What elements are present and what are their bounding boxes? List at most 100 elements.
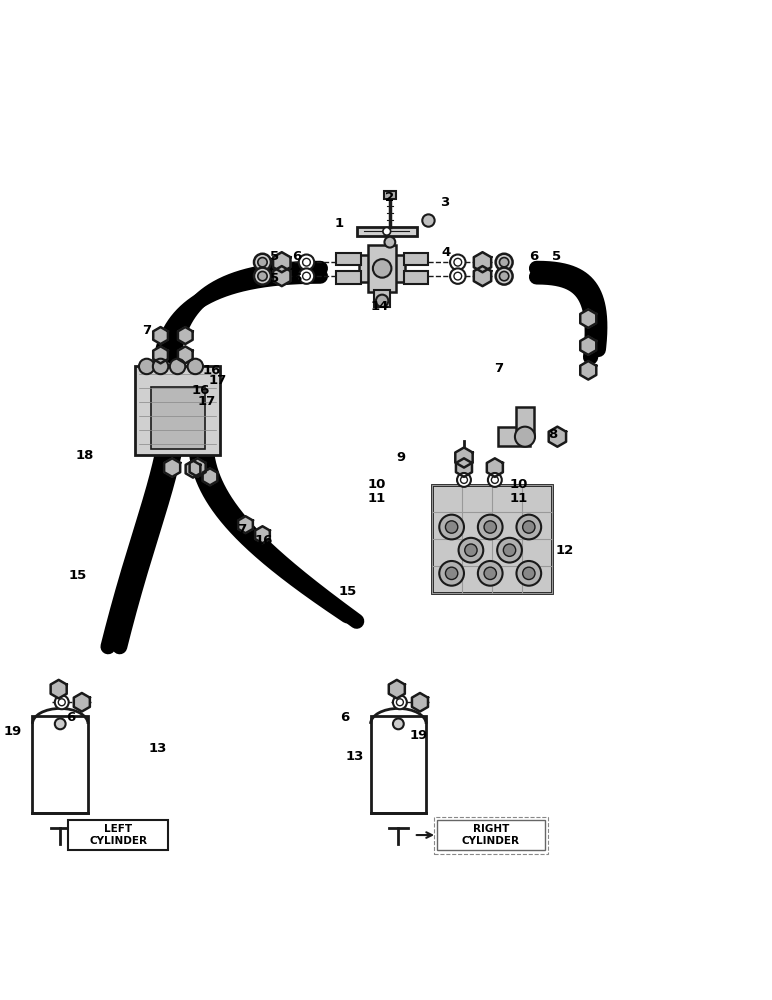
Text: 12: 12	[556, 544, 574, 557]
Circle shape	[492, 476, 499, 483]
Text: 10: 10	[367, 478, 386, 491]
Circle shape	[393, 695, 407, 709]
Text: 17: 17	[230, 523, 249, 536]
Polygon shape	[456, 458, 472, 477]
Text: 5: 5	[552, 272, 561, 285]
Text: 6: 6	[529, 272, 538, 285]
Bar	[432, 485, 552, 593]
Polygon shape	[255, 526, 270, 543]
Circle shape	[397, 699, 404, 706]
Circle shape	[393, 718, 404, 729]
Text: 2: 2	[385, 191, 394, 204]
Bar	[404, 253, 428, 265]
Text: 15: 15	[338, 585, 357, 598]
Polygon shape	[51, 680, 66, 698]
Circle shape	[515, 427, 535, 447]
Text: 17: 17	[208, 374, 227, 387]
Polygon shape	[487, 458, 503, 477]
Circle shape	[383, 227, 391, 235]
Circle shape	[376, 295, 388, 307]
Polygon shape	[389, 680, 405, 698]
Bar	[374, 290, 390, 307]
Text: 1: 1	[334, 217, 344, 230]
Polygon shape	[153, 346, 168, 363]
Circle shape	[384, 237, 395, 248]
Text: 18: 18	[76, 449, 94, 462]
Text: 5: 5	[270, 272, 279, 285]
Polygon shape	[549, 427, 566, 447]
Polygon shape	[178, 346, 193, 363]
Circle shape	[450, 268, 466, 284]
Bar	[404, 271, 428, 284]
Circle shape	[523, 521, 535, 533]
Circle shape	[484, 567, 496, 580]
Text: 17: 17	[198, 395, 216, 408]
Circle shape	[139, 359, 154, 374]
Circle shape	[478, 515, 503, 539]
Polygon shape	[185, 461, 201, 478]
Polygon shape	[273, 252, 290, 272]
Circle shape	[59, 699, 65, 706]
Text: 11: 11	[510, 492, 528, 505]
Bar	[151, 387, 205, 449]
Text: 9: 9	[396, 451, 405, 464]
Polygon shape	[190, 458, 205, 477]
Text: 7: 7	[494, 362, 503, 375]
Circle shape	[299, 255, 314, 270]
Text: 6: 6	[340, 711, 349, 724]
Circle shape	[439, 515, 464, 539]
Circle shape	[523, 567, 535, 580]
Text: 3: 3	[440, 196, 449, 209]
Circle shape	[445, 567, 458, 580]
Text: 7: 7	[142, 324, 151, 337]
Circle shape	[496, 254, 513, 271]
Text: 5: 5	[552, 250, 561, 263]
Bar	[434, 817, 548, 854]
Text: 16: 16	[202, 364, 221, 377]
Circle shape	[55, 718, 66, 729]
Circle shape	[454, 272, 462, 280]
Circle shape	[503, 544, 516, 556]
Text: 6: 6	[292, 250, 301, 263]
Circle shape	[499, 271, 509, 281]
Circle shape	[303, 258, 310, 266]
Polygon shape	[202, 468, 218, 485]
Bar	[371, 716, 426, 813]
Polygon shape	[178, 327, 193, 344]
Circle shape	[457, 473, 471, 487]
Polygon shape	[153, 327, 168, 344]
Circle shape	[55, 695, 69, 709]
Text: 6: 6	[529, 250, 538, 263]
Polygon shape	[164, 458, 180, 477]
Text: 19: 19	[409, 729, 428, 742]
Text: 11: 11	[367, 492, 386, 505]
Circle shape	[516, 515, 541, 539]
Circle shape	[254, 254, 271, 271]
Circle shape	[497, 538, 522, 563]
Polygon shape	[273, 266, 290, 286]
Text: LEFT
CYLINDER: LEFT CYLINDER	[89, 824, 147, 846]
Text: 14: 14	[371, 300, 389, 314]
Text: 6: 6	[66, 711, 76, 724]
Polygon shape	[238, 516, 253, 533]
Polygon shape	[581, 361, 596, 380]
Text: 16: 16	[191, 384, 210, 397]
Circle shape	[496, 268, 513, 285]
Circle shape	[254, 268, 271, 285]
Bar	[498, 427, 530, 446]
Polygon shape	[412, 693, 428, 712]
Bar	[357, 227, 417, 236]
Circle shape	[488, 473, 502, 487]
Polygon shape	[474, 252, 491, 272]
Bar	[135, 366, 220, 455]
Circle shape	[454, 258, 462, 266]
Circle shape	[460, 476, 468, 483]
Text: 10: 10	[510, 478, 528, 491]
Bar	[336, 271, 361, 284]
Bar	[359, 255, 405, 282]
Circle shape	[478, 561, 503, 586]
Text: 4: 4	[442, 246, 451, 259]
Text: 5: 5	[270, 250, 279, 263]
Bar	[516, 407, 534, 437]
Circle shape	[465, 544, 477, 556]
